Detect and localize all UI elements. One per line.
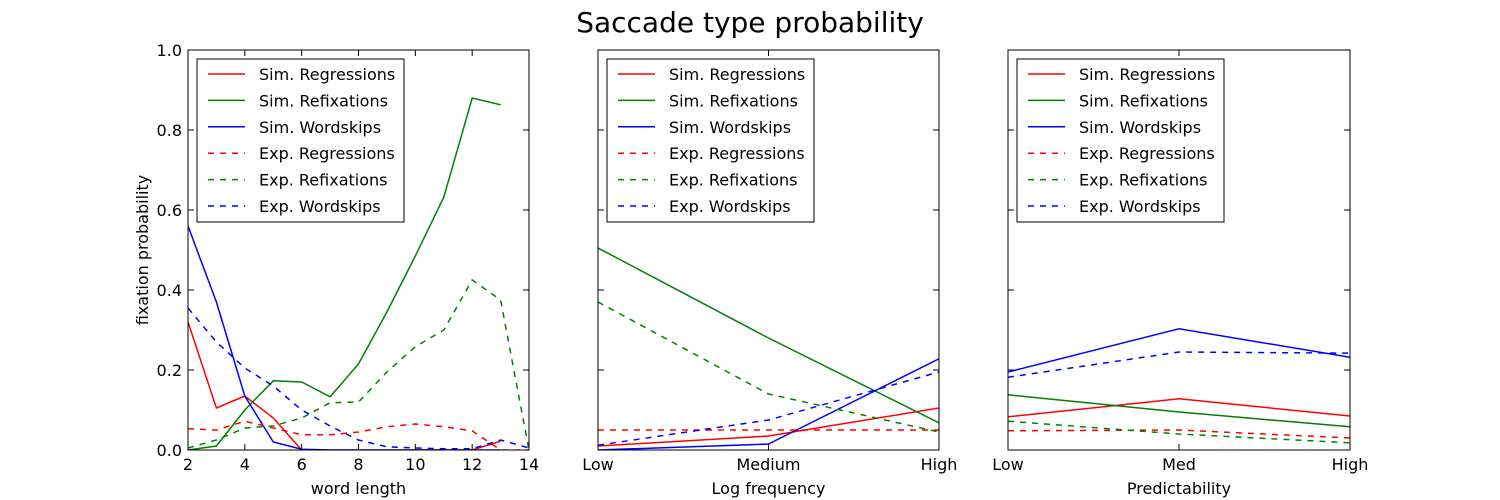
plot-frame: [597, 49, 940, 451]
x-tick-label: High: [921, 455, 958, 474]
x-tick-label: Low: [992, 455, 1024, 474]
legend: Sim. Regressions Sim. Refixations Sim. Wor…: [1016, 58, 1225, 223]
legend-label: Exp. Wordskips: [669, 197, 791, 216]
y-tick-label: 1.0: [157, 41, 182, 60]
series-lines: [598, 247, 939, 450]
y-tick-label: 0.0: [157, 441, 182, 460]
chart-panel-3: Low Med High Predictability Sim. Regressions…: [992, 49, 1369, 498]
series-line-3: [1008, 328, 1350, 373]
series-line-1: [598, 407, 939, 447]
legend-label: Sim. Refixations: [669, 91, 798, 110]
series-line-3: [188, 225, 501, 450]
x-tick-label: Low: [582, 455, 614, 474]
series-line-5: [598, 301, 939, 433]
x-tick-label: 4: [240, 455, 250, 474]
x-tick-label: Medium: [737, 455, 801, 474]
legend-label: Exp. Regressions: [259, 144, 395, 163]
series-line-6: [598, 371, 939, 446]
y-tick-label: 0.4: [157, 281, 182, 300]
x-tick-label: High: [1332, 455, 1369, 474]
legend-label: Exp. Wordskips: [259, 197, 381, 216]
x-tick-label: 2: [183, 455, 193, 474]
legend-label: Sim. Regressions: [259, 65, 395, 84]
series-line-2: [1008, 394, 1350, 428]
panels: 2 4 6 8 10 12 14 0.0 0.2 0.4 0.6 0.8 1.0 word length f…: [133, 41, 1368, 498]
series-line-5: [1008, 420, 1350, 444]
series-line-4: [1008, 429, 1350, 439]
legend-label: Sim. Regressions: [1079, 65, 1215, 84]
series-line-2: [598, 247, 939, 424]
chart-panel-1: 2 4 6 8 10 12 14 0.0 0.2 0.4 0.6 0.8 1.0 word length f…: [133, 41, 539, 498]
figure-title: Saccade type probability: [576, 6, 924, 39]
x-axis-label: word length: [311, 479, 406, 498]
legend-label: Exp. Refixations: [669, 171, 797, 190]
series-line-5: [188, 278, 529, 450]
legend-label: Exp. Refixations: [259, 171, 387, 190]
series-line-2: [188, 97, 501, 450]
x-tick-label: 10: [405, 455, 425, 474]
x-tick-label: 8: [353, 455, 363, 474]
legend-label: Sim. Wordskips: [259, 118, 381, 137]
y-tick-label: 0.8: [157, 121, 182, 140]
series-line-1: [188, 321, 501, 450]
x-tick-label: 12: [462, 455, 482, 474]
series-line-6: [1008, 351, 1350, 378]
legend-frame: [196, 58, 405, 223]
series-line-6: [188, 307, 529, 450]
plot-frame: [187, 49, 530, 451]
legend-frame: [1016, 58, 1225, 223]
y-tick-label: 0.2: [157, 361, 182, 380]
legend-label: Sim. Regressions: [669, 65, 805, 84]
x-tick-label: 6: [297, 455, 307, 474]
legend-label: Exp. Regressions: [1079, 144, 1215, 163]
series-line-4: [188, 420, 529, 450]
series-lines: [188, 97, 529, 450]
x-axis-label: Log frequency: [712, 479, 826, 498]
y-axis-label: fixation probability: [133, 175, 152, 325]
plot-frame: [1007, 49, 1351, 451]
legend: Sim. Regressions Sim. Refixations Sim. Wor…: [606, 58, 815, 223]
legend-label: Exp. Refixations: [1079, 171, 1207, 190]
legend-label: Sim. Wordskips: [669, 118, 791, 137]
legend-label: Sim. Refixations: [1079, 91, 1208, 110]
legend-frame: [606, 58, 815, 223]
y-tick-label: 0.6: [157, 201, 182, 220]
x-tick-label: Med: [1162, 455, 1196, 474]
legend-label: Exp. Wordskips: [1079, 197, 1201, 216]
chart-panel-2: Low Medium High Log frequency Sim. Regressio…: [582, 49, 958, 498]
series-lines: [1008, 328, 1350, 444]
legend: Sim. Regressions Sim. Refixations Sim. Wor…: [196, 58, 405, 223]
x-tick-label: 14: [519, 455, 539, 474]
series-line-1: [1008, 398, 1350, 418]
legend-label: Sim. Refixations: [259, 91, 388, 110]
legend-label: Exp. Regressions: [669, 144, 805, 163]
x-axis-label: Predictability: [1127, 479, 1231, 498]
legend-label: Sim. Wordskips: [1079, 118, 1201, 137]
